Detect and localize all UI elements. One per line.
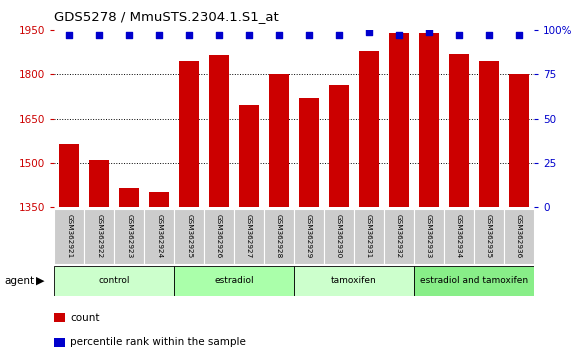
Text: GSM362929: GSM362929 (306, 214, 312, 258)
Point (335, 33, 344, 38)
Bar (210, 55, 229, 207)
Bar (354, 209, 384, 264)
Bar (174, 209, 204, 264)
Text: agent: agent (5, 275, 35, 286)
Point (155, 33, 164, 38)
Text: count: count (70, 313, 100, 323)
Text: GSM362924: GSM362924 (156, 214, 162, 258)
Bar (329, 85, 349, 207)
Bar (294, 266, 414, 296)
Point (244, 33, 254, 38)
Text: GSM362923: GSM362923 (126, 214, 132, 258)
Bar (174, 266, 294, 296)
Bar (509, 74, 529, 207)
Bar (204, 209, 234, 264)
Text: GSM362934: GSM362934 (456, 214, 462, 258)
Text: tamoxifen: tamoxifen (331, 276, 377, 285)
Bar (119, 188, 139, 207)
Bar (504, 209, 534, 264)
Bar (59, 144, 79, 207)
Text: GSM362933: GSM362933 (426, 214, 432, 258)
Bar (270, 74, 289, 207)
Bar (444, 209, 474, 264)
Bar (384, 209, 414, 264)
Bar (294, 209, 324, 264)
Bar (414, 209, 444, 264)
Bar (419, 33, 439, 207)
Bar (85, 209, 114, 264)
Bar (299, 98, 319, 207)
Bar (144, 209, 174, 264)
Point (65, 33, 74, 38)
Text: GSM362922: GSM362922 (96, 214, 102, 258)
Text: GSM362926: GSM362926 (216, 214, 222, 258)
Point (304, 33, 313, 38)
Bar (179, 61, 199, 207)
Text: GSM362930: GSM362930 (336, 214, 342, 258)
Bar (54, 266, 174, 296)
Point (484, 33, 493, 38)
Point (184, 33, 194, 38)
Text: GSM362925: GSM362925 (186, 214, 192, 258)
Point (95, 33, 104, 38)
Text: estradiol: estradiol (214, 276, 254, 285)
Text: GSM362927: GSM362927 (246, 214, 252, 258)
Text: percentile rank within the sample: percentile rank within the sample (70, 337, 246, 348)
Text: GSM362921: GSM362921 (66, 214, 73, 258)
Text: GSM362928: GSM362928 (276, 214, 282, 258)
Bar (239, 105, 259, 207)
Point (364, 29, 373, 35)
Point (215, 33, 224, 38)
Point (424, 29, 433, 35)
Bar (479, 61, 498, 207)
Bar (90, 160, 109, 207)
Bar (389, 33, 409, 207)
Bar (474, 209, 504, 264)
Point (395, 33, 404, 38)
Bar (114, 209, 144, 264)
Bar (324, 209, 354, 264)
Text: GSM362932: GSM362932 (396, 214, 402, 258)
Bar (54, 209, 85, 264)
Point (514, 33, 524, 38)
Bar (414, 266, 534, 296)
Text: estradiol and tamoxifen: estradiol and tamoxifen (420, 276, 528, 285)
Point (124, 33, 134, 38)
Point (455, 33, 464, 38)
Text: ▶: ▶ (36, 275, 45, 286)
Text: GSM362935: GSM362935 (486, 214, 492, 258)
Text: GSM362931: GSM362931 (366, 214, 372, 258)
Point (275, 33, 284, 38)
Text: control: control (98, 276, 130, 285)
Text: GDS5278 / MmuSTS.2304.1.S1_at: GDS5278 / MmuSTS.2304.1.S1_at (54, 10, 279, 23)
Bar (449, 54, 469, 207)
Bar (264, 209, 294, 264)
Bar (234, 209, 264, 264)
Text: GSM362936: GSM362936 (516, 214, 522, 258)
Bar (150, 192, 169, 207)
Bar (359, 51, 379, 207)
